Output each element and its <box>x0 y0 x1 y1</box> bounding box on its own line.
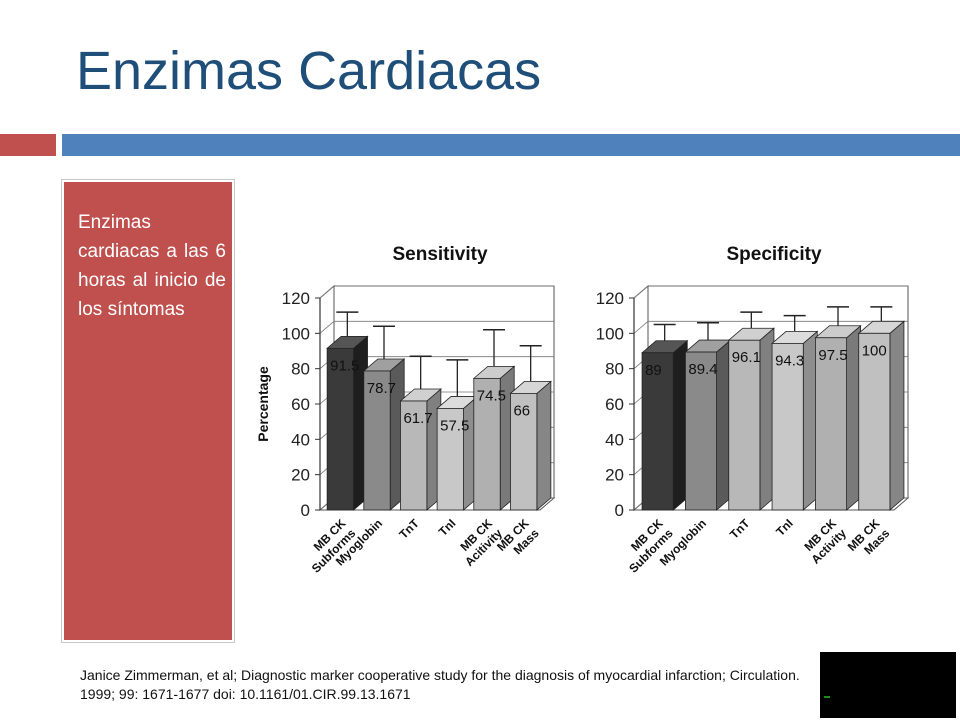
y-tick-label: 100 <box>282 324 310 343</box>
y-tick-label: 120 <box>282 289 310 308</box>
data-label: 66 <box>513 402 530 419</box>
bar-mb-ck-activity: 97.5 <box>814 306 862 511</box>
y-tick-label: 0 <box>301 501 310 520</box>
citation-text: Janice Zimmerman, et al; Diagnostic mark… <box>80 667 800 702</box>
slide-title: Enzimas Cardiacas <box>76 41 542 101</box>
y-tick-label: 20 <box>291 466 310 485</box>
y-tick-label: 120 <box>596 289 624 308</box>
sidebar-text: Enzimas cardiacas a las 6 horas al inici… <box>78 212 226 320</box>
bar-front <box>510 392 538 511</box>
y-tick-label: 80 <box>291 360 310 379</box>
bar-front <box>436 408 464 511</box>
chart-sensitivity: 0 20 40 60 80 100 120 Sensitivity Percentage 91.5… <box>255 244 556 576</box>
x-tick-label-group: TnI <box>773 516 796 539</box>
bar-front <box>684 351 717 511</box>
data-label: 61.7 <box>403 410 432 427</box>
x-tick-label-group: TnT <box>396 516 422 542</box>
bar-tni: 94.3 <box>770 314 819 511</box>
x-tick-label: TnI <box>773 516 796 539</box>
y-tick-label: 100 <box>596 324 624 343</box>
bar-front <box>858 332 891 511</box>
chart-title: Sensitivity <box>392 244 487 265</box>
x-tick-label: TnT <box>727 516 753 542</box>
y-tick-label: 40 <box>291 430 310 449</box>
x-tick-label: TnI <box>436 516 459 539</box>
gridline <box>319 320 554 334</box>
bar-mb-ck-mass: 66 <box>509 344 552 511</box>
bar-myoglobin: 89.4 <box>684 321 732 511</box>
accent-bar-red <box>0 134 56 156</box>
data-label: 74.5 <box>477 387 506 404</box>
data-label: 97.5 <box>818 347 847 364</box>
bar-front <box>326 347 354 511</box>
bar-mb-ck-subforms: 89 <box>640 323 689 511</box>
bar-front <box>815 337 848 511</box>
bar-front <box>473 377 501 511</box>
x-tick-label: TnT <box>396 516 422 542</box>
data-label: 78.7 <box>367 380 396 397</box>
gridline <box>319 285 554 299</box>
bar-front <box>771 343 804 511</box>
data-label: 100 <box>862 342 887 359</box>
y-tick-label: 80 <box>605 360 624 379</box>
y-tick-label: 60 <box>605 395 624 414</box>
bar-front <box>363 370 391 511</box>
accent-bar-blue <box>62 134 960 156</box>
data-label: 96.1 <box>732 349 761 366</box>
sidebar-panel: Enzimas cardiacas a las 6 horas al inici… <box>61 179 235 643</box>
data-label: 91.5 <box>330 357 359 374</box>
x-tick-label-group: TnT <box>727 516 753 542</box>
bar-mb-ck-mass: 100 <box>857 306 906 511</box>
data-label: 94.3 <box>775 352 804 369</box>
charts-figure: 0 20 40 60 80 100 120 Sensitivity Percentage 91.5… <box>255 244 910 576</box>
bar-front <box>728 339 761 511</box>
bar-tnt: 96.1 <box>727 311 776 511</box>
bar-front <box>641 352 674 511</box>
gridline <box>633 320 908 334</box>
bar-front <box>400 400 428 511</box>
bar-side <box>889 320 905 511</box>
bar-side <box>536 380 552 511</box>
bar-mb-ck-acitivity: 74.5 <box>472 329 516 511</box>
data-label: 89 <box>645 362 662 379</box>
y-tick-label: 40 <box>605 430 624 449</box>
data-label: 57.5 <box>440 417 469 434</box>
bar-tni: 57.5 <box>436 359 479 511</box>
y-tick-label: 0 <box>615 501 624 520</box>
black-box <box>820 652 956 718</box>
data-label: 89.4 <box>688 361 717 378</box>
x-tick-label-group: TnI <box>436 516 459 539</box>
y-tick-label: 60 <box>291 395 310 414</box>
green-tick-mark <box>824 696 830 698</box>
chart-title: Specificity <box>726 244 821 265</box>
y-axis-label: Percentage <box>255 366 271 442</box>
y-tick-label: 20 <box>605 466 624 485</box>
gridline <box>633 285 908 299</box>
